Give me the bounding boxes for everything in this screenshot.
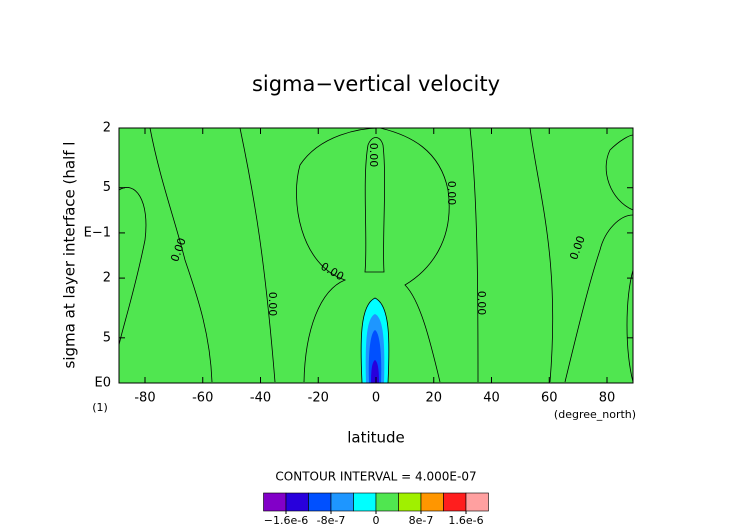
y-tick-label: 5: [103, 330, 111, 345]
contour-label: 0.00: [266, 292, 279, 317]
colorbar-label: −1.6e-6: [264, 514, 308, 527]
y-tick-label: 5: [103, 180, 111, 195]
contour-label: 0.00: [475, 291, 488, 316]
colorbar-box: [353, 492, 377, 512]
y-tick-label: 2: [103, 121, 111, 136]
x-tick-label: 0: [372, 391, 380, 406]
x-tick-label: 40: [483, 391, 500, 406]
colorbar-box: [465, 492, 489, 512]
colorbar-box: [375, 492, 399, 512]
contour-line: [239, 127, 276, 383]
colorbar-box: [443, 492, 467, 512]
y-tick-label: E−1: [84, 225, 111, 240]
colorbar-label: 1.6e-6: [448, 514, 483, 527]
colorbar-box: [308, 492, 332, 512]
y-axis-label: sigma at layer interface (half l: [61, 142, 79, 369]
colorbar-box: [420, 492, 444, 512]
contour-line: [469, 127, 479, 383]
x-tick-label: -60: [192, 391, 213, 406]
chart-title: sigma−vertical velocity: [252, 72, 500, 96]
y-unit: (1): [92, 401, 108, 414]
x-unit: (degree_north): [554, 408, 636, 421]
contour-line: [564, 214, 634, 383]
x-tick-label: 80: [599, 391, 616, 406]
contour-line: [626, 269, 634, 383]
contour-line: [360, 297, 390, 384]
colorbar-box: [398, 492, 422, 512]
y-tick-label: E0: [95, 376, 112, 391]
colorbar-label: 8e-7: [409, 514, 434, 527]
y-tick-label: 2: [103, 271, 111, 286]
colorbar-box: [285, 492, 309, 512]
contour-line: [605, 134, 634, 211]
x-tick-label: -40: [250, 391, 271, 406]
colorbar-label: 0: [373, 514, 380, 527]
contour-line: [118, 187, 147, 346]
x-tick-label: -20: [308, 391, 329, 406]
contour-line: [149, 127, 213, 383]
colorbar-box: [330, 492, 354, 512]
x-axis-label: latitude: [347, 429, 405, 447]
x-tick-label: 20: [425, 391, 442, 406]
colorbar-box: [263, 492, 287, 512]
x-tick-label: -80: [134, 391, 155, 406]
contour-label: 0.00: [367, 143, 380, 168]
contour-line: [364, 137, 385, 273]
contour-interval: CONTOUR INTERVAL = 4.000E-07: [275, 470, 476, 484]
colorbar-label: -8e-7: [317, 514, 346, 527]
contour-fill: [371, 360, 379, 383]
contour-line: [529, 127, 554, 383]
contour-field: [118, 127, 634, 384]
contour-label: 0.00: [445, 181, 458, 206]
x-tick-label: 60: [541, 391, 558, 406]
